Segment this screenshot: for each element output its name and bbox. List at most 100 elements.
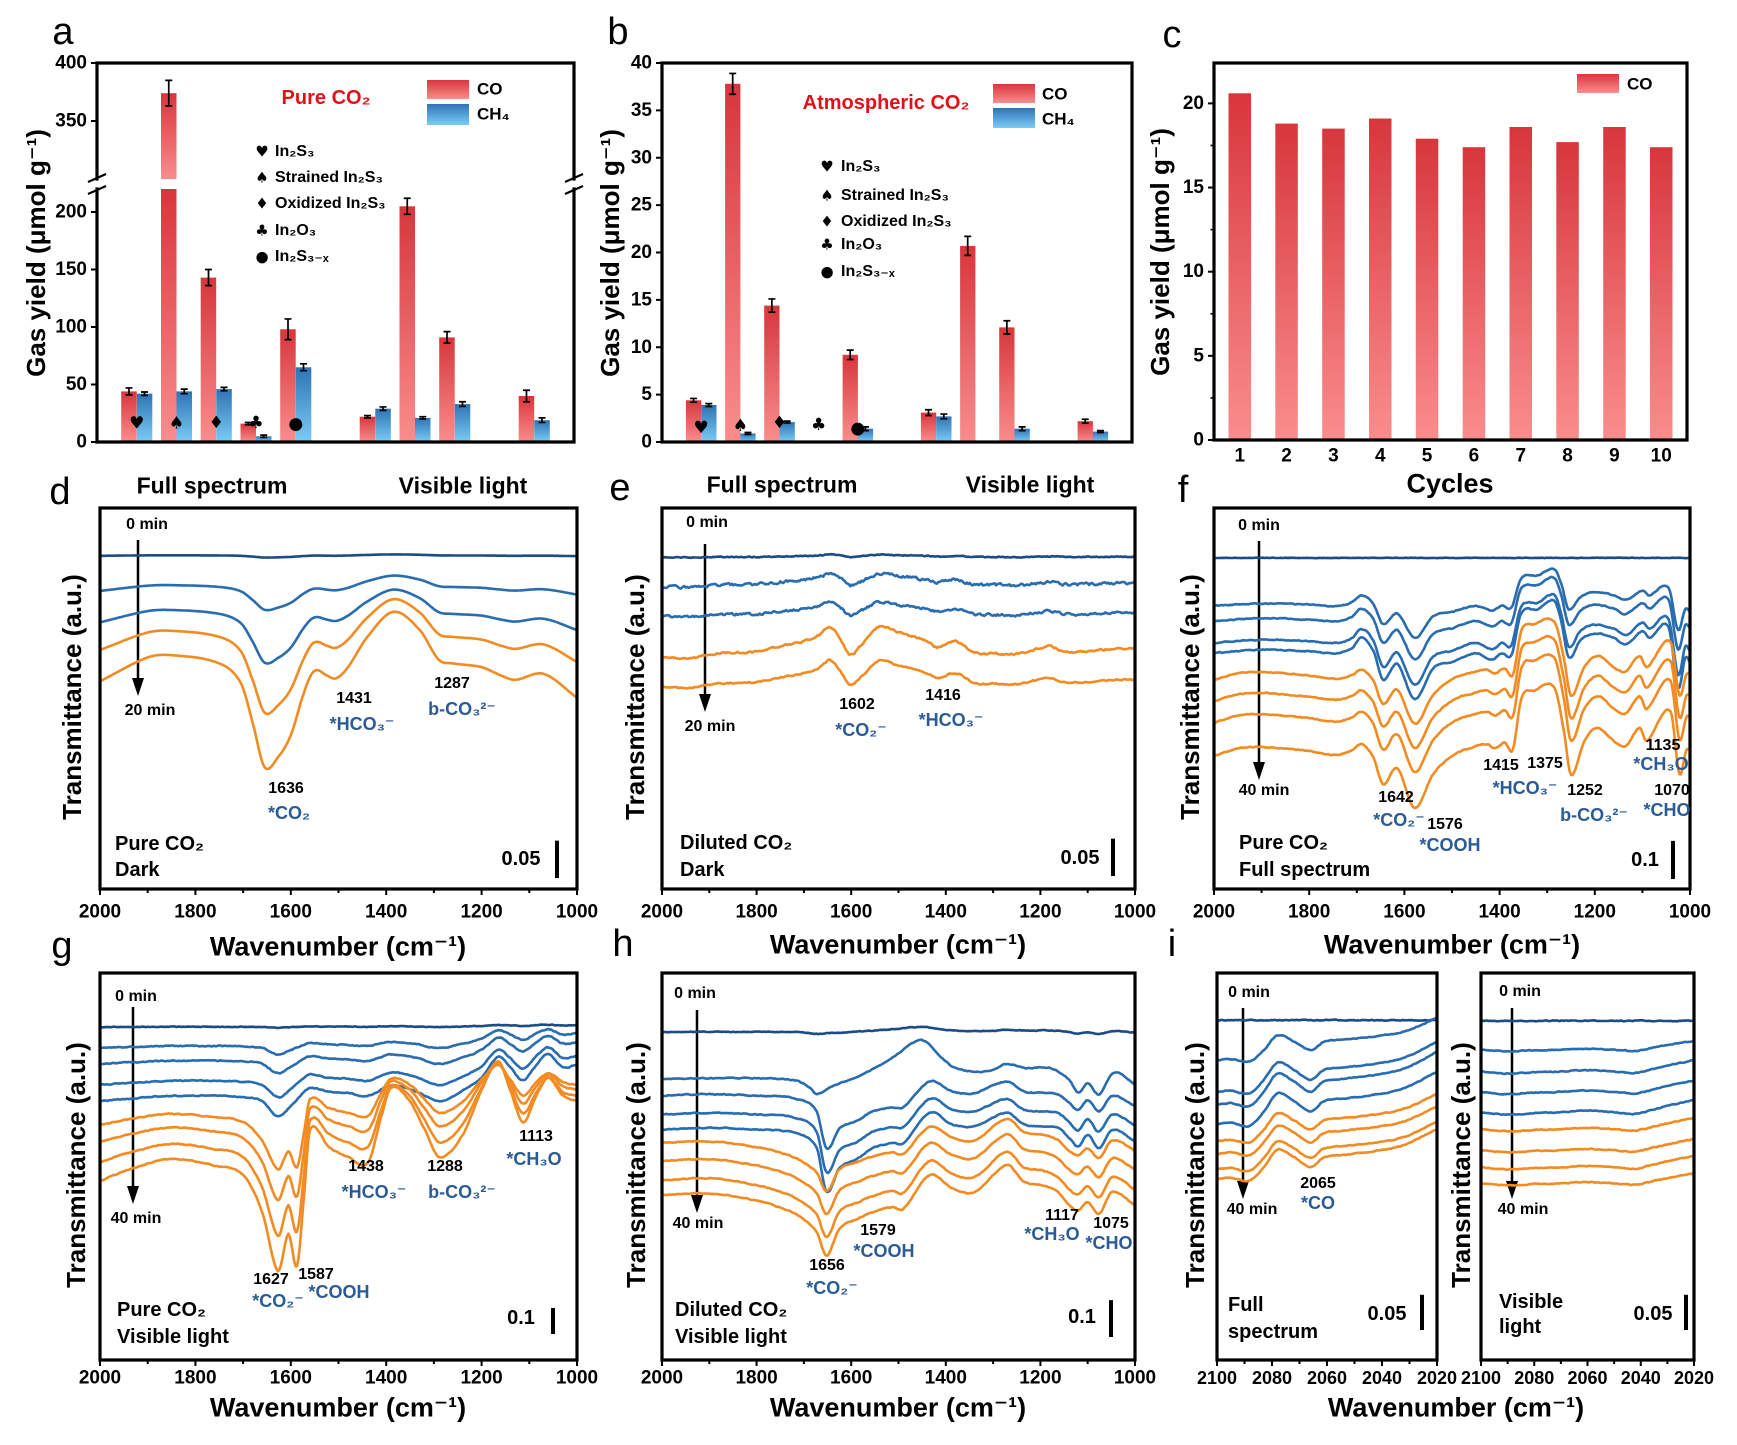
spectrum-line-1 bbox=[662, 552, 1135, 560]
spectrum-line-5 bbox=[662, 1110, 1135, 1194]
bar-co bbox=[121, 391, 137, 442]
spectra-group bbox=[100, 553, 577, 771]
bar-ch4 bbox=[216, 389, 232, 442]
panel-label-b: b bbox=[607, 11, 629, 53]
x-axis-title: Cycles bbox=[1406, 468, 1494, 499]
condition-label: Pure CO₂ bbox=[1239, 832, 1328, 854]
x-tick-label: 1000 bbox=[556, 1368, 598, 1389]
bar-co bbox=[764, 305, 780, 442]
spectrum-line-4 bbox=[1217, 1050, 1437, 1108]
condition-header: Visible light bbox=[398, 472, 528, 499]
peak-assignment: *CO₂ bbox=[267, 803, 311, 823]
panel-label-e: e bbox=[609, 467, 631, 509]
peak-wavenumber: 1587 bbox=[298, 1266, 334, 1283]
catalyst-marker: ♥ bbox=[694, 418, 709, 438]
error-bar bbox=[783, 420, 791, 424]
spectra-group bbox=[662, 552, 1135, 690]
spectra-group bbox=[662, 1025, 1135, 1257]
peak-wavenumber: 1602 bbox=[839, 696, 875, 713]
bar-ch4 bbox=[1014, 428, 1030, 442]
peak-wavenumber: 1113 bbox=[519, 1128, 553, 1145]
x-tick-label: 1000 bbox=[556, 902, 598, 923]
catalyst-legend-label: Oxidized In₂S₃ bbox=[841, 213, 952, 230]
bar-ch4 bbox=[936, 416, 952, 442]
bar-co bbox=[1603, 127, 1626, 440]
spectrum-line-7 bbox=[1214, 634, 1690, 750]
x-axis-title: Wavenumber (cm⁻¹) bbox=[769, 929, 1027, 960]
chart-title: Pure CO₂ bbox=[281, 87, 371, 109]
bar-co bbox=[1275, 123, 1298, 440]
spectrum-line-9 bbox=[1217, 1127, 1437, 1183]
spectrum-line-8 bbox=[1214, 652, 1690, 774]
error-bar bbox=[363, 414, 371, 419]
y-tick-label: 10 bbox=[1183, 261, 1204, 282]
x-tick-label: 1400 bbox=[925, 1368, 967, 1389]
panel-label-a: a bbox=[52, 11, 74, 53]
spectrum-line-8 bbox=[1481, 1154, 1694, 1171]
x-tick-label: 8 bbox=[1562, 446, 1573, 467]
x-axis-title: Wavenumber (cm⁻¹) bbox=[769, 1392, 1027, 1423]
circle-marker-icon: ● bbox=[820, 262, 834, 281]
bar-co bbox=[842, 354, 858, 442]
peak-wavenumber: 1287 bbox=[434, 675, 470, 692]
catalyst-marker: ♣ bbox=[811, 415, 826, 435]
x-tick-label: 1800 bbox=[735, 1368, 777, 1389]
y-tick-label: 350 bbox=[55, 111, 87, 132]
y-tick-label: 5 bbox=[641, 384, 652, 405]
x-tick-label: 1400 bbox=[925, 902, 967, 923]
bar-co bbox=[999, 327, 1015, 442]
catalyst-legend-label: In₂O₃ bbox=[841, 236, 883, 253]
spectrum-line-7 bbox=[1481, 1137, 1694, 1154]
spectrum-line-2 bbox=[1481, 1039, 1694, 1053]
x-tick-label: 2000 bbox=[1193, 902, 1235, 923]
condition-header: Visible light bbox=[965, 471, 1095, 498]
y-axis-title: Transmittance (a.u.) bbox=[61, 1042, 91, 1288]
peak-assignment: *CO₂⁻ bbox=[252, 1291, 304, 1311]
y-tick-label: 20 bbox=[631, 242, 652, 263]
error-bar bbox=[180, 388, 188, 395]
spectrum-line-5 bbox=[1217, 1070, 1437, 1128]
catalyst-legend-label: In₂S₃₋ₓ bbox=[841, 263, 895, 280]
spectrum-line-3 bbox=[1481, 1058, 1694, 1076]
circle-marker-icon: ● bbox=[255, 247, 269, 266]
scale-bar-label: 0.05 bbox=[1633, 1303, 1673, 1325]
error-bar bbox=[141, 391, 149, 397]
panel-c-plot: 1 2 3 4 5 6 7 8 9 10 0 5 10 15 20 bbox=[1183, 61, 1689, 467]
bar-ch4 bbox=[295, 367, 312, 442]
spectrum-line-6 bbox=[1217, 1092, 1437, 1144]
spectra-group bbox=[1217, 1016, 1437, 1183]
bar-co bbox=[1509, 127, 1532, 440]
error-bar bbox=[690, 397, 698, 404]
spectra-group bbox=[1481, 1018, 1694, 1187]
condition-label: Full bbox=[1228, 1294, 1264, 1316]
peak-wavenumber: 1288 bbox=[427, 1158, 463, 1175]
peak-assignment: *CH₃O bbox=[1024, 1224, 1080, 1244]
panel-label-d: d bbox=[49, 471, 71, 513]
x-tick-label: 5 bbox=[1422, 446, 1433, 467]
peak-assignment: b-CO₃²⁻ bbox=[1560, 805, 1628, 825]
error-bar bbox=[125, 387, 133, 396]
y-tick-label: 40 bbox=[631, 53, 652, 74]
error-bar bbox=[940, 413, 948, 420]
x-tick-label: 1200 bbox=[1574, 902, 1616, 923]
spectrum-line-1 bbox=[1481, 1018, 1694, 1023]
x-tick-label: 1600 bbox=[270, 1368, 312, 1389]
bar-ch4 bbox=[857, 428, 874, 442]
panel-a-plot: ♥ ♠ ♦ ♣ ● 0 50 100 150 200 350 400 bbox=[55, 53, 584, 453]
peak-assignment: *CHO bbox=[1085, 1233, 1133, 1253]
x-tick-label: 2080 bbox=[1252, 1368, 1292, 1388]
condition-label: Pure CO₂ bbox=[117, 1299, 206, 1321]
time-end-label: 20 min bbox=[684, 718, 736, 735]
peak-assignment: b-CO₃²⁻ bbox=[428, 1182, 496, 1202]
bar-co bbox=[518, 396, 535, 442]
condition-header: Full spectrum bbox=[136, 472, 288, 499]
condition-label: Dark bbox=[115, 859, 160, 881]
scale-bar-label: 0.1 bbox=[1068, 1306, 1096, 1328]
panel-h-plot: 2000 1800 1600 1400 1200 1000 bbox=[641, 971, 1156, 1389]
spectrum-line-1 bbox=[1214, 556, 1690, 560]
condition-label: Visible light bbox=[675, 1326, 787, 1348]
x-tick-label: 1 bbox=[1234, 446, 1245, 467]
spectrum-line-1 bbox=[100, 553, 577, 559]
panel-f-plot: 2000 1800 1600 1400 1200 1000 bbox=[1193, 506, 1711, 923]
peak-wavenumber: 2065 bbox=[1300, 1175, 1336, 1192]
